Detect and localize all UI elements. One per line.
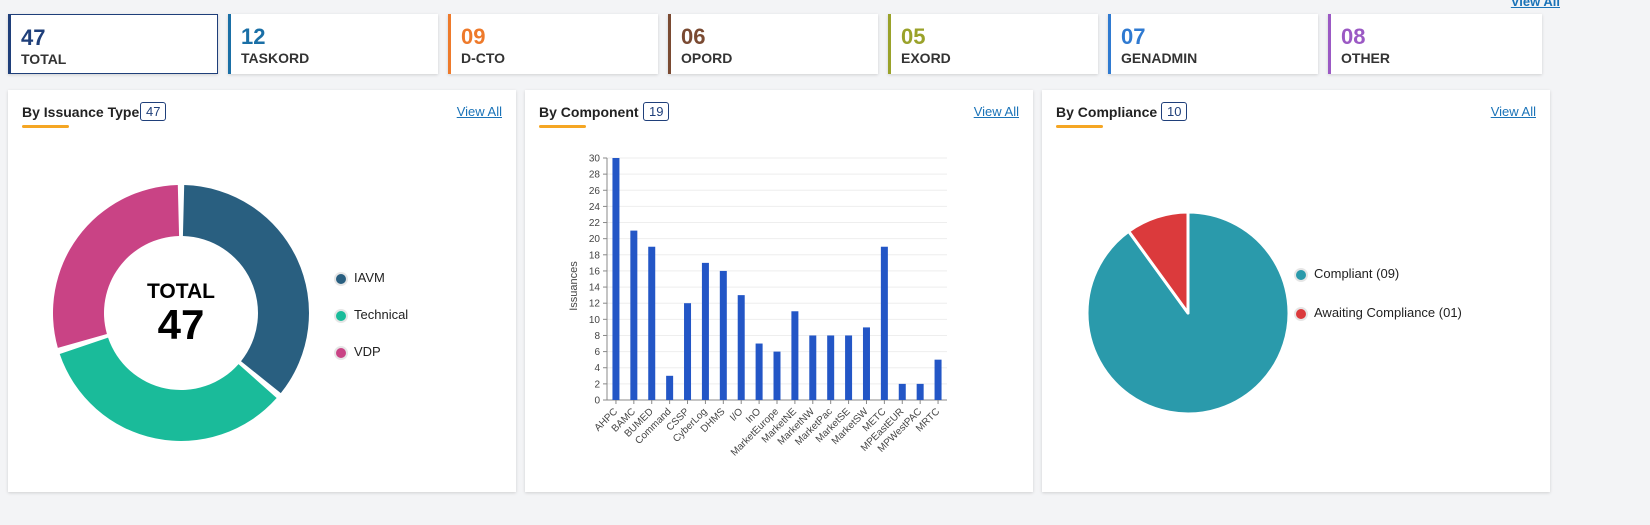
legend-dot-icon xyxy=(1294,267,1308,282)
count-badge: 19 xyxy=(643,102,670,121)
y-tick-label: 12 xyxy=(589,299,601,310)
card-title: By Compliance xyxy=(1056,104,1158,120)
bar-mpwestpac[interactable] xyxy=(916,383,924,400)
bar-dhms[interactable] xyxy=(719,270,727,400)
tile-count: 12 xyxy=(241,24,266,49)
x-tick-label: I/O xyxy=(728,406,745,423)
bar-marketeurope[interactable] xyxy=(773,351,781,400)
legend-item-technical[interactable]: Technical xyxy=(334,307,408,323)
tile-count: 07 xyxy=(1121,24,1146,49)
donut-slice-technical[interactable] xyxy=(59,337,277,441)
tile-opord[interactable]: 06 OPORD xyxy=(668,14,878,74)
y-tick-label: 8 xyxy=(594,331,600,342)
legend-label: IAVM xyxy=(354,270,385,285)
tile-total[interactable]: 47 TOTAL xyxy=(8,14,218,74)
issuance-type-card: By Issuance Type 47 View All TOTAL 47 IA… xyxy=(8,90,516,492)
tile-genadmin[interactable]: 07 GENADMIN xyxy=(1108,14,1318,74)
card-title: By Component xyxy=(539,104,639,120)
legend-label: Technical xyxy=(354,307,409,322)
legend-item-vdp[interactable]: VDP xyxy=(334,344,381,360)
tile-count: 47 xyxy=(21,25,46,50)
donut-center-label: TOTAL xyxy=(147,280,215,303)
bar-cyberlog[interactable] xyxy=(701,262,709,400)
bar-cssp[interactable] xyxy=(684,303,692,400)
issuance-summary-tiles: 47 TOTAL 12 TASKORD 09 D-CTO 06 OPORD 05… xyxy=(8,14,1642,76)
y-tick-label: 10 xyxy=(589,315,601,326)
y-tick-label: 24 xyxy=(589,202,601,213)
tile-label: EXORD xyxy=(901,50,951,66)
top-view-all-link[interactable]: View All xyxy=(1510,0,1560,9)
legend-label: VDP xyxy=(354,344,381,359)
count-badge: 10 xyxy=(1161,102,1188,121)
legend-dot-icon xyxy=(334,308,348,323)
title-underline xyxy=(22,125,69,128)
y-tick-label: 16 xyxy=(589,266,601,277)
tile-label: D-CTO xyxy=(461,50,506,66)
y-tick-label: 28 xyxy=(589,170,601,181)
tile-taskord[interactable]: 12 TASKORD xyxy=(228,14,438,74)
donut-center-value: 47 xyxy=(158,301,205,348)
y-tick-label: 26 xyxy=(589,186,601,197)
bar-command[interactable] xyxy=(666,375,674,400)
legend-item-awaiting-compliance-01[interactable]: Awaiting Compliance (01) xyxy=(1294,305,1462,321)
y-tick-label: 30 xyxy=(589,154,601,165)
y-tick-label: 2 xyxy=(594,379,600,390)
donut-slice-vdp[interactable] xyxy=(53,185,180,348)
tile-label: OTHER xyxy=(1341,50,1390,66)
y-tick-label: 18 xyxy=(589,250,601,261)
view-all-link[interactable]: View All xyxy=(1490,104,1536,119)
legend-dot-icon xyxy=(334,345,348,360)
y-tick-label: 4 xyxy=(594,363,600,374)
tile-label: OPORD xyxy=(681,50,733,66)
bar-metc[interactable] xyxy=(880,246,888,400)
tile-count: 06 xyxy=(681,24,706,49)
component-card: By Component 19 View All 0 2 4 6 8 10 12 14 16 18… xyxy=(525,90,1033,492)
y-tick-label: 20 xyxy=(589,234,601,245)
legend-dot-icon xyxy=(1294,306,1308,321)
count-badge: 47 xyxy=(140,102,167,121)
bar-marketsw[interactable] xyxy=(862,327,870,400)
bar-marketnw[interactable] xyxy=(809,335,817,400)
y-tick-label: 14 xyxy=(589,283,601,294)
legend-item-iavm[interactable]: IAVM xyxy=(334,270,385,286)
tile-label: TASKORD xyxy=(241,50,310,66)
view-all-link[interactable]: View All xyxy=(973,104,1019,119)
compliance-pie-chart xyxy=(1085,210,1291,416)
bar-marketse[interactable] xyxy=(845,335,853,400)
issuance-donut-chart: TOTAL 47 xyxy=(53,185,310,441)
donut-slice-iavm[interactable] xyxy=(182,185,310,394)
bar-ino[interactable] xyxy=(755,343,763,400)
bar-marketne[interactable] xyxy=(791,311,799,400)
title-underline xyxy=(1056,125,1103,128)
tile-count: 09 xyxy=(461,24,486,49)
bar-ahpc[interactable] xyxy=(612,158,620,400)
tile-exord[interactable]: 05 EXORD xyxy=(888,14,1098,74)
bar-mrtc[interactable] xyxy=(934,359,942,400)
tile-count: 08 xyxy=(1341,24,1366,49)
legend-label: Compliant (09) xyxy=(1314,266,1400,281)
title-underline xyxy=(539,125,586,128)
bar-bamc[interactable] xyxy=(630,230,638,400)
legend-item-compliant-09[interactable]: Compliant (09) xyxy=(1294,266,1399,282)
y-tick-label: 0 xyxy=(594,396,600,407)
bar-i-o[interactable] xyxy=(737,295,745,400)
tile-label: TOTAL xyxy=(21,51,67,67)
compliance-card: By Compliance 10 View All Compliant (09)… xyxy=(1042,90,1550,492)
y-tick-label: 22 xyxy=(589,218,601,229)
bar-mpeasteur[interactable] xyxy=(898,383,906,400)
tile-count: 05 xyxy=(901,24,926,49)
bar-marketpac[interactable] xyxy=(827,335,835,400)
pie-slice-awaiting-compliance-01[interactable] xyxy=(1127,210,1190,315)
legend-label: Awaiting Compliance (01) xyxy=(1314,305,1462,320)
card-title: By Issuance Type xyxy=(22,104,140,120)
tile-other[interactable]: 08 OTHER xyxy=(1328,14,1542,74)
tile-d-cto[interactable]: 09 D-CTO xyxy=(448,14,658,74)
y-axis-label: Issuances xyxy=(568,261,580,311)
view-all-link[interactable]: View All xyxy=(456,104,502,119)
legend-dot-icon xyxy=(334,271,348,286)
tile-label: GENADMIN xyxy=(1121,50,1198,66)
bar-bumed[interactable] xyxy=(648,246,656,400)
y-tick-label: 6 xyxy=(594,347,600,358)
